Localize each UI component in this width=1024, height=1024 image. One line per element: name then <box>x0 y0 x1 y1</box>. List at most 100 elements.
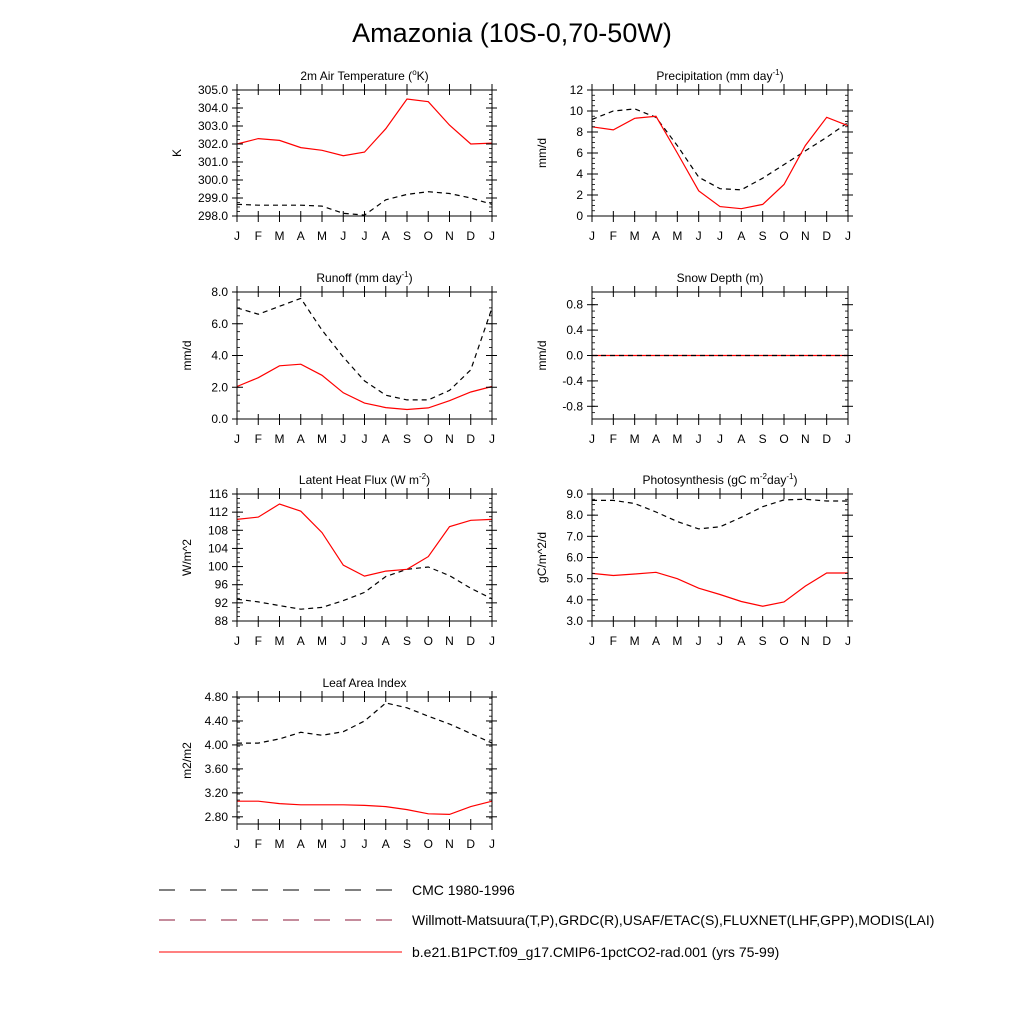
model-series-line <box>236 363 493 411</box>
panel-title: Runoff (mm day-1) <box>316 270 412 285</box>
x-tick-label: O <box>424 432 433 446</box>
y-tick-label: 303.0 <box>198 119 228 133</box>
panel-title-text: Photosynthesis (gC m <box>643 473 760 487</box>
x-tick-label: A <box>652 432 660 446</box>
y-tick-label: 7.0 <box>566 529 583 543</box>
x-tick-label: S <box>759 634 767 648</box>
x-tick-label: D <box>822 634 831 648</box>
x-tick-label: M <box>630 432 640 446</box>
y-tick-label: 2.0 <box>211 380 228 394</box>
x-tick-label: F <box>255 837 262 851</box>
x-tick-label: F <box>255 634 262 648</box>
x-tick-label: D <box>822 432 831 446</box>
panel-title-text: ) <box>426 473 430 487</box>
plot-frame <box>591 493 849 622</box>
x-tick-label: O <box>424 837 433 851</box>
y-tick-label: 12 <box>570 83 584 97</box>
x-tick-label: N <box>445 634 454 648</box>
x-tick-label: J <box>234 229 240 243</box>
model-series-line <box>591 571 848 607</box>
y-tick-label: 2.80 <box>205 810 229 824</box>
x-tick-label: J <box>717 432 723 446</box>
x-tick-label: J <box>717 634 723 648</box>
legend-label: b.e21.B1PCT.f09_g17.CMIP6-1pctCO2-rad.00… <box>412 944 779 960</box>
panel-title-superscript: -2 <box>419 472 427 481</box>
y-tick-label: 3.20 <box>205 786 229 800</box>
panel-title: Photosynthesis (gC m-2day-1) <box>643 472 798 487</box>
x-tick-label: M <box>275 634 285 648</box>
obs-series-line <box>236 566 493 610</box>
y-tick-label: 116 <box>209 487 228 501</box>
y-tick-label: 4.80 <box>205 690 229 704</box>
x-tick-label: D <box>466 229 475 243</box>
y-axis-label: gC/m^2/d <box>535 532 549 583</box>
y-tick-label: 6.0 <box>211 317 228 331</box>
panel-title-text: K) <box>417 69 429 83</box>
panel-title-superscript: -2 <box>760 472 768 481</box>
x-tick-label: O <box>779 432 788 446</box>
x-tick-label: J <box>696 634 702 648</box>
legend-label: Willmott-Matsuura(T,P),GRDC(R),USAF/ETAC… <box>412 912 934 928</box>
chart-panel-4: J F M A M J J A S O N D J889296100104108112116Latent… <box>180 472 497 648</box>
x-tick-label: J <box>234 432 240 446</box>
x-tick-label: S <box>759 432 767 446</box>
x-tick-label: J <box>340 837 346 851</box>
x-tick-label: J <box>340 229 346 243</box>
y-tick-label: 305.0 <box>198 83 228 97</box>
y-tick-label: 300.0 <box>198 173 228 187</box>
y-tick-label: 8 <box>576 125 583 139</box>
chart-panel-5: J F M A M J J A S O N D J3.04.05.06.07.08.09.0Photos… <box>535 472 853 648</box>
y-tick-label: 4.0 <box>211 349 228 363</box>
y-tick-label: 0.8 <box>566 298 583 312</box>
x-tick-label: A <box>737 634 745 648</box>
plot-frame <box>236 493 493 622</box>
y-tick-label: 6.0 <box>566 551 583 565</box>
x-tick-label: D <box>466 837 475 851</box>
y-tick-label: 5.0 <box>566 572 583 586</box>
x-tick-label: S <box>403 229 411 243</box>
x-tick-label: J <box>362 229 368 243</box>
x-tick-label: J <box>340 634 346 648</box>
panel-title: Precipitation (mm day-1) <box>656 68 783 83</box>
y-tick-label: 304.0 <box>198 101 228 115</box>
obs-series-line <box>237 702 493 744</box>
y-tick-label: 4 <box>576 167 583 181</box>
x-tick-label: A <box>297 837 305 851</box>
panel-title-text: ) <box>794 473 798 487</box>
y-tick-label: -0.4 <box>562 374 583 388</box>
x-tick-label: D <box>466 432 475 446</box>
panel-title-superscript: -1 <box>786 472 794 481</box>
x-tick-label: A <box>297 634 305 648</box>
x-tick-label: A <box>382 432 390 446</box>
plot-frame <box>236 89 493 217</box>
y-tick-label: 0 <box>576 209 583 223</box>
x-tick-label: F <box>610 432 617 446</box>
panel-title-text: day <box>767 473 786 487</box>
panel-title-text: Runoff (mm day <box>316 271 401 285</box>
x-tick-label: D <box>822 229 831 243</box>
x-tick-label: N <box>445 837 454 851</box>
chart-panel-6: J F M A M J J A S O N D J2.803.203.604.004.404.80Lea… <box>180 676 497 851</box>
y-tick-label: 104 <box>208 541 228 555</box>
panel-title-superscript: -1 <box>772 68 780 77</box>
x-tick-label: F <box>255 432 262 446</box>
x-tick-label: M <box>630 634 640 648</box>
model-series-line <box>236 503 493 577</box>
x-tick-label: M <box>317 229 327 243</box>
x-tick-label: M <box>672 634 682 648</box>
panel-title: Leaf Area Index <box>322 676 406 690</box>
y-tick-label: 108 <box>208 523 228 537</box>
x-tick-label: A <box>297 229 305 243</box>
panel-title-text: Leaf Area Index <box>322 676 406 690</box>
x-tick-label: N <box>445 229 454 243</box>
x-tick-label: N <box>801 634 810 648</box>
x-tick-label: S <box>403 432 411 446</box>
y-tick-label: 100 <box>208 560 228 574</box>
x-tick-label: J <box>340 432 346 446</box>
x-tick-label: J <box>589 432 595 446</box>
panel-title: Snow Depth (m) <box>677 271 764 285</box>
x-tick-label: A <box>737 229 745 243</box>
x-tick-label: N <box>801 229 810 243</box>
